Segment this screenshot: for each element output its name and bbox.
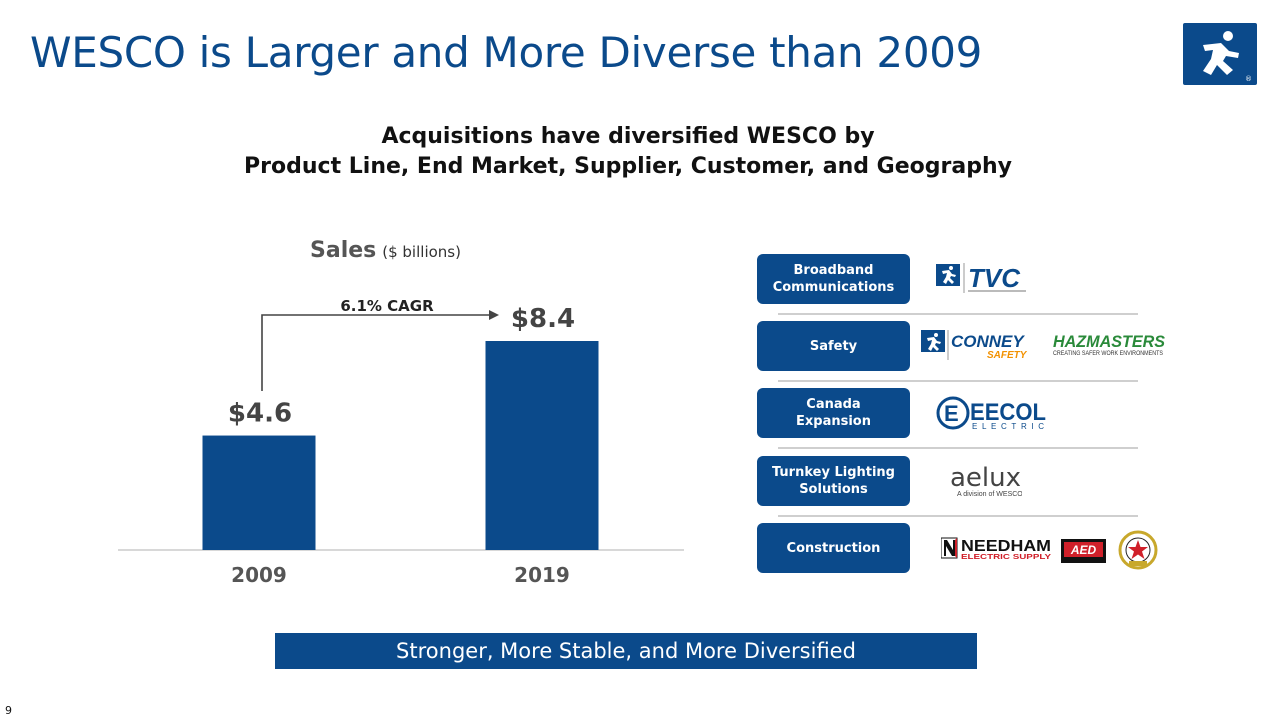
hill-country-logo bbox=[1118, 530, 1158, 574]
category-label-line: Construction bbox=[786, 540, 881, 556]
category-separator bbox=[778, 447, 1138, 449]
page-title: WESCO is Larger and More Diverse than 20… bbox=[30, 28, 983, 77]
category-separator bbox=[778, 313, 1138, 315]
cagr-label: 6.1% CAGR bbox=[340, 297, 434, 315]
aed-logo: AED bbox=[1061, 539, 1106, 567]
sales-chart: Sales ($ billions) $4.6 2009 $8.4 2019 6.1% … bbox=[118, 238, 684, 587]
running-man-icon bbox=[1203, 31, 1239, 75]
data-label-2009: $4.6 bbox=[228, 399, 292, 429]
eecol-logo: E EECOL ELECTRIC bbox=[936, 396, 1050, 436]
category-label-line: Safety bbox=[809, 338, 858, 354]
category-box-3: Turnkey Lighting Solutions bbox=[757, 456, 910, 506]
category-box-1: Safety bbox=[757, 321, 910, 371]
category-box-2: Canada Expansion bbox=[757, 388, 910, 438]
subtitle-line-2: Product Line, End Market, Supplier, Cust… bbox=[244, 154, 1012, 179]
svg-text:A division of WESCO: A division of WESCO bbox=[957, 491, 1022, 498]
category-separator bbox=[778, 515, 1138, 517]
svg-text:NEEDHAM: NEEDHAM bbox=[961, 538, 1051, 555]
svg-text:HAZMASTERS: HAZMASTERS bbox=[1053, 332, 1166, 351]
svg-text:AED: AED bbox=[1070, 543, 1097, 557]
cagr-arrow-head bbox=[489, 310, 499, 320]
wesco-logo: ® bbox=[1183, 23, 1257, 85]
page-number: 9 bbox=[5, 704, 12, 717]
svg-text:CONNEY: CONNEY bbox=[951, 332, 1025, 351]
category-label-line: Canada bbox=[806, 397, 861, 412]
bar-2009 bbox=[202, 435, 316, 550]
svg-text:TVC: TVC bbox=[968, 263, 1021, 293]
svg-text:E: E bbox=[944, 401, 959, 426]
cagr-arrow-path bbox=[261, 314, 490, 391]
category-label-line: Solutions bbox=[799, 482, 868, 497]
data-label-2019: $8.4 bbox=[511, 304, 575, 334]
svg-text:SAFETY: SAFETY bbox=[987, 350, 1028, 361]
svg-text:CREATING SAFER WORK ENVIRONMEN: CREATING SAFER WORK ENVIRONMENTS bbox=[1053, 351, 1163, 357]
x-tick-2009: 2009 bbox=[231, 563, 287, 587]
chart-title-text: Sales bbox=[310, 238, 376, 263]
needham-logo: NEEDHAM ELECTRIC SUPPLY bbox=[940, 536, 1053, 566]
svg-text:ELECTRIC SUPPLY: ELECTRIC SUPPLY bbox=[961, 552, 1051, 561]
cagr-annotation: 6.1% CAGR bbox=[261, 297, 499, 391]
chart-title-unit: ($ billions) bbox=[382, 243, 461, 261]
category-label-line: Turnkey Lighting bbox=[771, 465, 895, 480]
category-separator bbox=[778, 380, 1138, 382]
tvc-logo: TVC bbox=[936, 263, 1036, 301]
category-box-4: Construction bbox=[757, 523, 910, 573]
chart-title: Sales ($ billions) bbox=[310, 238, 461, 263]
x-tick-2019: 2019 bbox=[514, 563, 570, 587]
footer-banner: Stronger, More Stable, and More Diversif… bbox=[275, 633, 977, 669]
category-label-line: Expansion bbox=[796, 414, 871, 429]
subtitle-line-1: Acquisitions have diversified WESCO by bbox=[381, 124, 875, 149]
bar-2019 bbox=[485, 341, 599, 550]
conney-safety-logo: CONNEY SAFETY bbox=[921, 330, 1045, 366]
category-label-line: Communications bbox=[772, 280, 895, 295]
hazmasters-logo: HAZMASTERS CREATING SAFER WORK ENVIRONMEN… bbox=[1053, 331, 1169, 365]
aelux-logo: aelux A division of WESCO bbox=[948, 463, 1023, 504]
svg-text:aelux: aelux bbox=[950, 464, 1021, 493]
svg-text:EECOL: EECOL bbox=[970, 399, 1046, 426]
category-box-0: Broadband Communications bbox=[757, 254, 910, 304]
category-label-line: Broadband bbox=[793, 263, 874, 278]
